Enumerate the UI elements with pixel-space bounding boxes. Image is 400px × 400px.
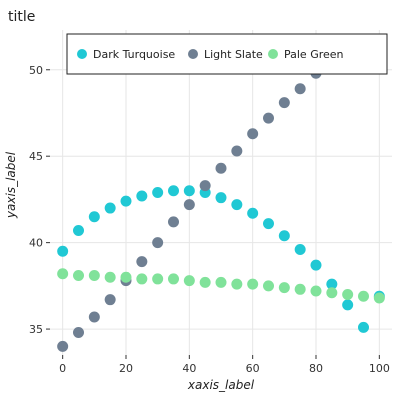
- legend: Dark Turquoise Light Slate Pale Green: [66, 33, 388, 75]
- dark-turquoise-point-8: [183, 185, 195, 197]
- y-tick-label-3: 50: [29, 64, 43, 77]
- light-slate-point-5: [136, 256, 148, 268]
- pale-green-point-15: [294, 283, 306, 295]
- dark-turquoise-point-19: [358, 321, 369, 333]
- x-tick-label-5: 100: [369, 362, 390, 375]
- x-tick-label-1: 20: [119, 362, 133, 375]
- pale-green-point-0: [57, 268, 69, 280]
- pale-green-point-3: [104, 271, 116, 283]
- light-slate-point-13: [263, 112, 274, 124]
- light-slate-point-7: [168, 216, 179, 228]
- pale-green-point-7: [168, 273, 179, 285]
- series-layer: [57, 34, 385, 352]
- pale-green-point-11: [231, 278, 243, 290]
- pale-green-point-5: [136, 273, 148, 285]
- dark-turquoise-point-4: [120, 195, 132, 207]
- x-axis-label: xaxis_label: [187, 378, 255, 392]
- pale-green-point-18: [342, 288, 354, 300]
- light-slate-point-14: [278, 97, 290, 109]
- light-slate-point-0: [57, 340, 69, 352]
- series-dark-turquoise: [57, 185, 385, 333]
- dark-turquoise-point-2: [88, 211, 100, 223]
- y-tick-label-1: 40: [29, 237, 43, 250]
- dark-turquoise-point-14: [278, 230, 290, 242]
- x-tick-label-0: 0: [59, 362, 66, 375]
- pale-green-point-2: [88, 269, 100, 281]
- legend-marker-light-slate: [188, 49, 198, 59]
- pale-green-point-4: [120, 271, 132, 283]
- light-slate-point-10: [215, 162, 227, 174]
- dark-turquoise-point-7: [168, 185, 179, 197]
- light-slate-point-3: [104, 294, 116, 306]
- pale-green-point-6: [152, 273, 164, 285]
- dark-turquoise-point-16: [310, 259, 322, 271]
- pale-green-point-1: [73, 269, 84, 281]
- axes: 0 20 40 60 80 100 35 40 45 50: [29, 64, 390, 375]
- dark-turquoise-point-6: [152, 187, 164, 198]
- dark-turquoise-point-5: [136, 190, 148, 202]
- dark-turquoise-point-17: [326, 278, 338, 290]
- y-tick-label-2: 45: [29, 150, 43, 163]
- dark-turquoise-point-1: [73, 225, 84, 237]
- y-axis-label: yaxis_label: [4, 151, 18, 219]
- dark-turquoise-point-3: [104, 202, 116, 214]
- pale-green-point-17: [326, 287, 338, 299]
- pale-green-point-8: [183, 275, 195, 287]
- light-slate-point-12: [247, 128, 259, 140]
- light-slate-point-6: [152, 237, 164, 249]
- x-tick-label-4: 80: [309, 362, 323, 375]
- light-slate-point-8: [183, 199, 195, 211]
- x-tick-label-2: 40: [182, 362, 196, 375]
- x-tick-label-3: 60: [246, 362, 260, 375]
- pale-green-point-19: [358, 290, 369, 302]
- series-pale-green: [57, 268, 385, 304]
- legend-box: [66, 33, 388, 75]
- light-slate-point-11: [231, 145, 243, 157]
- light-slate-point-15: [294, 83, 306, 95]
- dark-turquoise-point-18: [342, 299, 354, 311]
- pale-green-point-12: [247, 278, 259, 290]
- pale-green-point-10: [215, 276, 227, 288]
- legend-label-dark-turquoise: Dark Turquoise: [93, 48, 175, 61]
- legend-label-pale-green: Pale Green: [284, 48, 344, 61]
- pale-green-point-13: [263, 280, 274, 292]
- legend-marker-pale-green: [268, 49, 278, 59]
- pale-green-point-9: [199, 276, 211, 288]
- legend-label-light-slate: Light Slate: [204, 48, 263, 61]
- dark-turquoise-point-12: [247, 207, 259, 219]
- legend-marker-dark-turquoise: [77, 49, 87, 59]
- light-slate-point-9: [199, 180, 211, 192]
- dark-turquoise-point-15: [294, 244, 306, 256]
- y-tick-label-0: 35: [29, 323, 43, 336]
- dark-turquoise-point-10: [215, 192, 227, 204]
- light-slate-point-1: [73, 327, 84, 339]
- dark-turquoise-point-13: [263, 218, 274, 230]
- light-slate-point-2: [88, 311, 100, 323]
- pale-green-point-14: [278, 282, 290, 294]
- pale-green-point-16: [310, 285, 322, 297]
- chart-title: title: [8, 9, 35, 25]
- dark-turquoise-point-11: [231, 199, 243, 211]
- pale-green-point-20: [373, 292, 385, 304]
- dark-turquoise-point-0: [57, 245, 69, 257]
